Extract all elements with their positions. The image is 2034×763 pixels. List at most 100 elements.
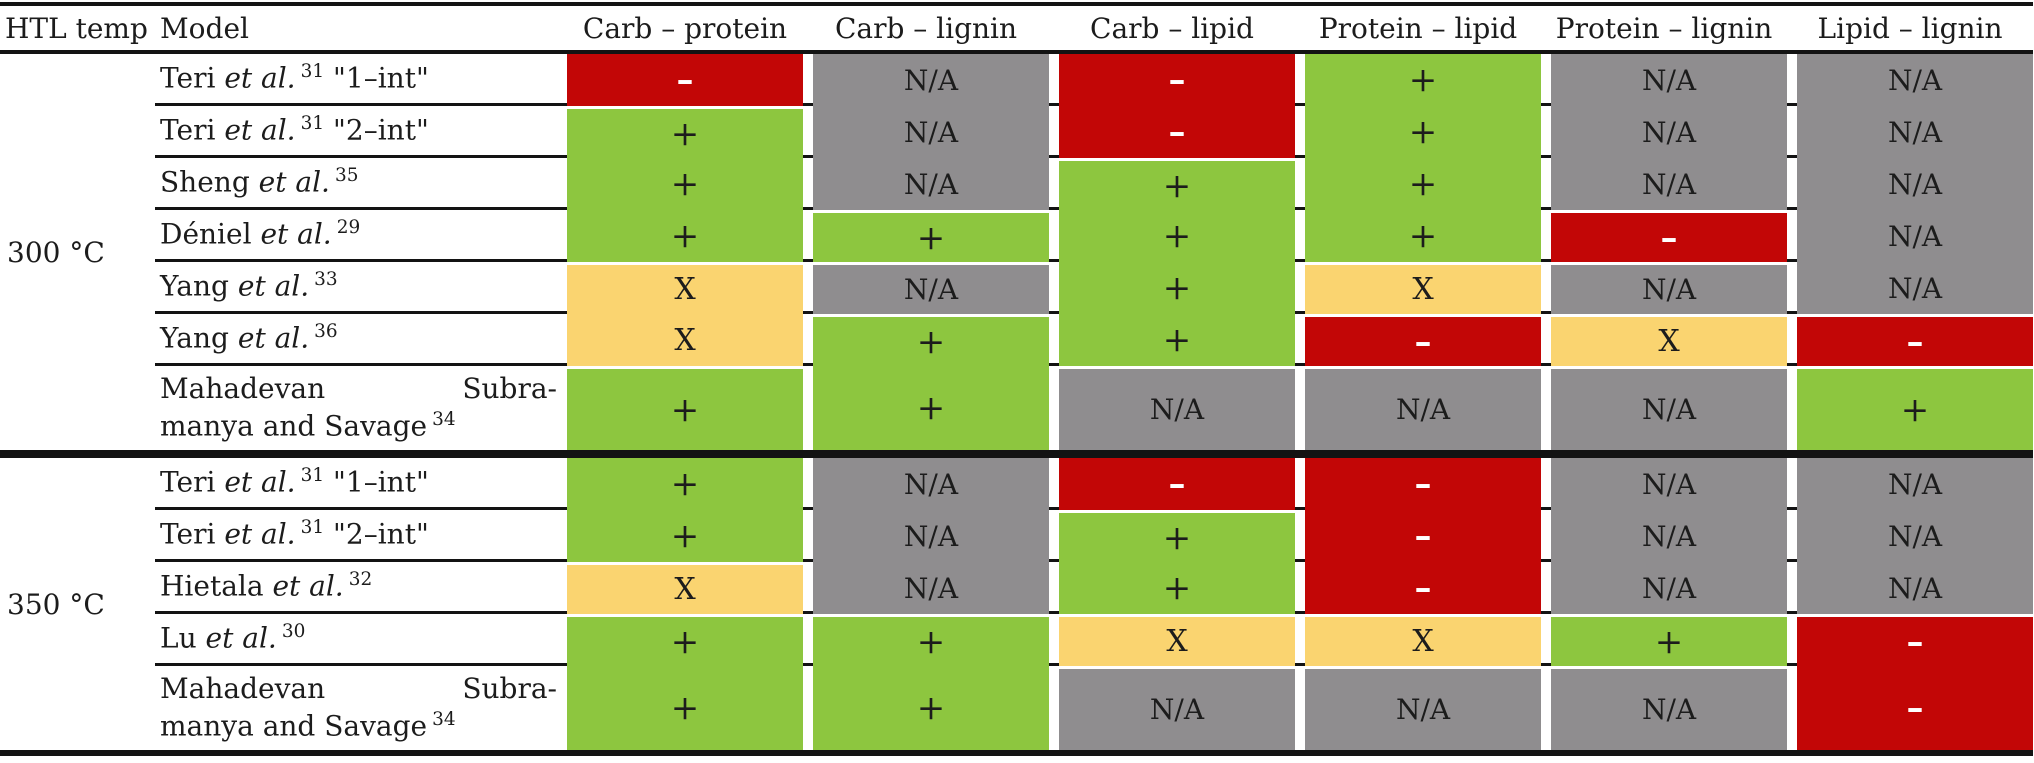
column-gap <box>1295 562 1306 614</box>
result-cell-protein-lipid: N/A <box>1305 666 1542 750</box>
column-gap <box>1541 106 1552 158</box>
model-name-text: et al. <box>224 465 296 499</box>
column-gap <box>1049 210 1059 262</box>
section-divider <box>0 450 2034 458</box>
model-cell: Mahadevan Subra-manya and Savage 34 <box>155 366 567 450</box>
column-gap <box>1541 366 1551 450</box>
column-gap <box>1049 314 1059 366</box>
model-name-text: "2–int" <box>324 517 429 551</box>
table-row: Sheng et al. 35 + N/A + + N/A N/A <box>0 158 2034 210</box>
column-gap <box>1787 562 1798 614</box>
result-cell-carb-lipid: + <box>1059 262 1296 314</box>
result-cell-carb-lignin: N/A <box>813 458 1049 510</box>
result-cell-carb-lipid: N/A <box>1059 366 1296 450</box>
header-protein-lignin: Protein – lignin <box>1541 2 1788 54</box>
column-gap <box>1787 314 1798 366</box>
column-gap <box>803 458 813 510</box>
model-name-text: Teri <box>160 61 225 95</box>
model-name-text: "1–int" <box>324 61 429 95</box>
result-cell-protein-lipid: N/A <box>1305 366 1542 450</box>
result-cell-carb-protein: X <box>567 562 803 614</box>
result-cell-carb-lignin: N/A <box>813 510 1049 562</box>
model-cell: Teri et al. 31 "1–int" <box>155 458 567 510</box>
column-gap <box>1049 614 1059 666</box>
model-name-text: et al. <box>260 217 332 251</box>
column-gap <box>1787 510 1798 562</box>
result-cell-carb-lipid: N/A <box>1059 666 1296 750</box>
header-protein-lipid: Protein – lipid <box>1295 2 1542 54</box>
model-cell: Yang et al. 36 <box>155 314 567 366</box>
model-cell: Yang et al. 33 <box>155 262 567 314</box>
column-gap <box>803 666 813 750</box>
column-gap <box>1541 314 1552 366</box>
result-cell-carb-protein: + <box>567 614 803 666</box>
model-name-text: Lu <box>160 621 206 655</box>
result-cell-protein-lipid: – <box>1305 510 1542 562</box>
result-cell-protein-lipid: X <box>1305 614 1542 666</box>
column-gap <box>1295 158 1306 210</box>
citation-superscript: 31 <box>300 516 325 538</box>
result-cell-protein-lignin: N/A <box>1551 366 1788 450</box>
result-cell-lipid-lignin: N/A <box>1797 106 2034 158</box>
column-gap <box>803 314 813 366</box>
model-cell: Déniel et al. 29 <box>155 210 567 262</box>
column-gap <box>1541 510 1552 562</box>
column-gap <box>803 614 813 666</box>
column-gap <box>1295 458 1306 510</box>
column-gap <box>1295 510 1306 562</box>
column-gap <box>1541 54 1552 106</box>
result-cell-carb-lignin: + <box>813 210 1049 262</box>
column-gap <box>1049 510 1059 562</box>
result-cell-carb-protein: X <box>567 314 803 366</box>
table-row: Teri et al. 31 "2–int" + N/A + – N/A N/A <box>0 510 2034 562</box>
column-gap <box>1049 666 1059 750</box>
result-cell-carb-protein: – <box>567 54 803 106</box>
model-name-text: Teri <box>160 465 225 499</box>
result-cell-lipid-lignin: N/A <box>1797 54 2034 106</box>
table-row: Mahadevan Subra-manya and Savage 34 + + N/A N/… <box>0 666 2034 750</box>
result-cell-carb-lipid: – <box>1059 458 1296 510</box>
result-cell-protein-lipid: + <box>1305 106 1542 158</box>
table-row: Teri et al. 31 "2–int" + N/A – + N/A N/A <box>0 106 2034 158</box>
column-gap <box>1787 54 1798 106</box>
result-cell-carb-protein: + <box>567 210 803 262</box>
column-gap <box>1787 366 1797 450</box>
htl-temp-cell: 300 °C <box>7 235 105 269</box>
model-name-text: Yang <box>160 321 238 355</box>
model-name-text: Hietala <box>160 569 273 603</box>
model-cell: Lu et al. 30 <box>155 614 567 666</box>
result-cell-protein-lipid: X <box>1305 262 1542 314</box>
model-name-text: et al. <box>272 569 344 603</box>
result-cell-protein-lignin: N/A <box>1551 458 1788 510</box>
model-name-text: et al. <box>237 321 310 355</box>
column-gap <box>1541 210 1552 262</box>
result-cell-carb-lipid: + <box>1059 510 1296 562</box>
result-cell-lipid-lignin: N/A <box>1797 510 2034 562</box>
citation-superscript: 29 <box>336 216 361 238</box>
column-gap <box>1049 106 1059 158</box>
result-cell-lipid-lignin: N/A <box>1797 158 2034 210</box>
column-gap <box>803 366 813 450</box>
model-name-text: Sheng <box>160 165 259 199</box>
model-name-text: "1–int" <box>324 465 429 499</box>
table-body: 300 °C Teri et al. 31 "1–int" – N/A – + N/A N/A T… <box>0 54 2034 756</box>
citation-superscript: 36 <box>314 320 338 342</box>
result-cell-protein-lipid: + <box>1305 54 1542 106</box>
model-name-text: et al. <box>205 621 277 655</box>
header-carb-protein: Carb – protein <box>567 2 803 54</box>
result-cell-protein-lignin: N/A <box>1551 54 1788 106</box>
column-gap <box>803 54 813 106</box>
model-name-text: et al. <box>224 113 296 147</box>
result-cell-protein-lignin: – <box>1551 210 1788 262</box>
citation-superscript: 34 <box>432 708 456 730</box>
column-gap <box>1787 458 1798 510</box>
model-cell: Teri et al. 31 "2–int" <box>155 106 567 158</box>
header-model: Model <box>155 2 567 54</box>
result-cell-protein-lipid: + <box>1305 210 1542 262</box>
column-gap <box>1049 54 1059 106</box>
htl-temp-cell: 350 °C <box>7 587 105 621</box>
result-cell-carb-lipid: + <box>1059 210 1296 262</box>
citation-superscript: 35 <box>334 164 359 186</box>
column-gap <box>1541 262 1552 314</box>
